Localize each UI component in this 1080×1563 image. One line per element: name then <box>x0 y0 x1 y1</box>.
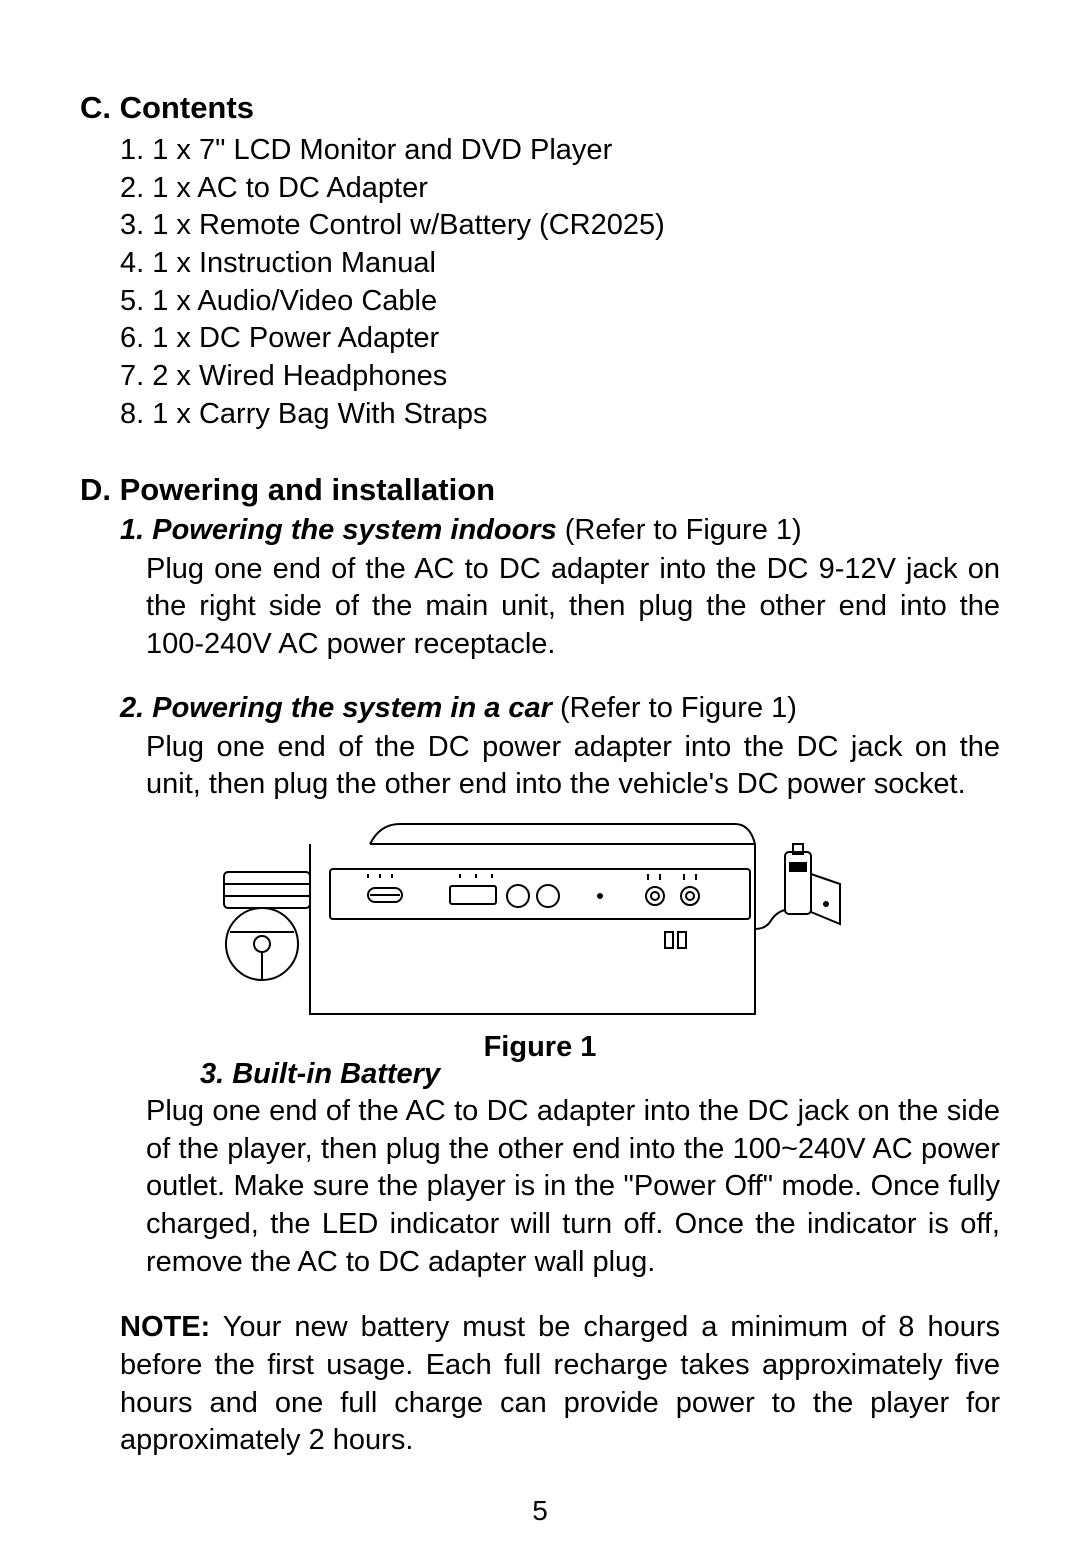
list-item: 1. 1 x 7" LCD Monitor and DVD Player <box>120 132 1000 170</box>
sub2-body: Plug one end of the DC power adapter int… <box>80 729 1000 804</box>
sub2-heading-line: 2. Powering the system in a car (Refer t… <box>80 692 1000 725</box>
sub1-heading-line: 1. Powering the system indoors (Refer to… <box>80 514 1000 547</box>
note-block: NOTE: Your new battery must be charged a… <box>80 1309 1000 1460</box>
sub1-body: Plug one end of the AC to DC adapter int… <box>80 551 1000 664</box>
list-item: 4. 1 x Instruction Manual <box>120 245 1000 283</box>
sub3-title: 3. Built-in Battery <box>200 1058 440 1091</box>
figure-caption-row: Figure 1 3. Built-in Battery <box>80 1031 1000 1069</box>
note-body: Your new battery must be charged a minim… <box>120 1311 1000 1456</box>
figure-1 <box>80 814 1000 1029</box>
list-item: 3. 1 x Remote Control w/Battery (CR2025) <box>120 207 1000 245</box>
list-item: 6. 1 x DC Power Adapter <box>120 320 1000 358</box>
page-number: 5 <box>532 1495 548 1527</box>
section-c-heading: C. Contents <box>80 90 1000 126</box>
sub2-ref: (Refer to Figure 1) <box>552 692 797 724</box>
sub1-title: 1. Powering the system indoors <box>120 514 557 546</box>
note-label: NOTE: <box>120 1311 210 1343</box>
figure-1-illustration <box>200 814 880 1024</box>
sub1-ref: (Refer to Figure 1) <box>557 514 802 546</box>
list-item: 7. 2 x Wired Headphones <box>120 358 1000 396</box>
sub3-body: Plug one end of the AC to DC adapter int… <box>80 1093 1000 1281</box>
list-item: 8. 1 x Carry Bag With Straps <box>120 396 1000 434</box>
figure-1-caption: Figure 1 <box>484 1031 597 1064</box>
list-item: 5. 1 x Audio/Video Cable <box>120 283 1000 321</box>
section-d-heading: D. Powering and installation <box>80 472 1000 508</box>
contents-list: 1. 1 x 7" LCD Monitor and DVD Player 2. … <box>80 132 1000 434</box>
sub2-title: 2. Powering the system in a car <box>120 692 552 724</box>
list-item: 2. 1 x AC to DC Adapter <box>120 170 1000 208</box>
